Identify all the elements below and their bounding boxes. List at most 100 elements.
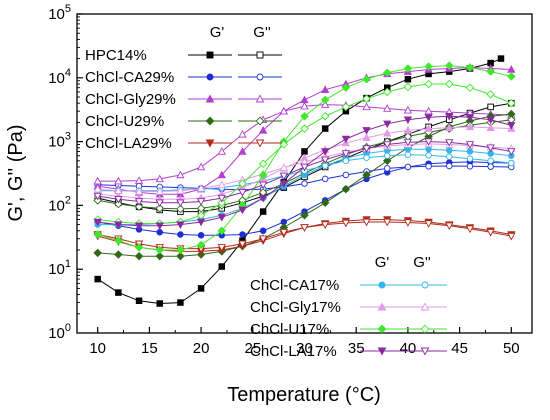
- data-point-triangle-down: [217, 244, 226, 252]
- data-point-diamond: [176, 204, 185, 214]
- data-point-triangle-down: [362, 145, 371, 153]
- data-point-diamond: [114, 199, 123, 209]
- data-point-diamond: [382, 87, 392, 97]
- data-point-triangle: [420, 302, 430, 311]
- data-point-triangle-down: [279, 172, 288, 181]
- legend-entry-label: ChCl-LA29%: [85, 135, 172, 152]
- data-point-circle: [508, 159, 515, 167]
- data-point-diamond: [258, 170, 268, 180]
- legend-entry-label: ChCl-U29%: [85, 113, 164, 130]
- data-point-triangle-down: [217, 214, 226, 222]
- legend-entry: ChCl-CA17%: [250, 277, 447, 294]
- data-point-triangle: [279, 163, 288, 171]
- data-point-diamond: [403, 82, 413, 92]
- data-point-circle: [425, 163, 432, 170]
- data-point-triangle: [238, 129, 247, 138]
- x-tick-label: 10: [89, 340, 106, 357]
- data-point-square: [197, 285, 205, 292]
- data-point-diamond: [445, 61, 454, 70]
- data-point-square: [256, 51, 264, 59]
- data-point-triangle-down: [465, 114, 475, 122]
- data-point-triangle-down: [93, 218, 102, 227]
- data-point-triangle: [465, 122, 475, 131]
- legend-entry-label: HPC14%: [85, 47, 147, 64]
- data-point-circle: [383, 152, 391, 160]
- data-point-triangle-down: [383, 218, 392, 227]
- y-axis-ticks: 100 101 102 103 104 105: [48, 3, 83, 342]
- x-tick-label: 45: [451, 340, 468, 357]
- data-point-square: [156, 300, 163, 307]
- data-point-triangle: [114, 176, 123, 185]
- data-point-circle: [177, 231, 184, 238]
- data-point-diamond: [134, 202, 144, 212]
- data-point-triangle-down: [255, 139, 265, 148]
- data-point-triangle-down: [238, 240, 247, 249]
- data-point-triangle-down: [321, 221, 330, 229]
- data-point-diamond: [93, 230, 102, 239]
- series-chcl-ca29--loss: [94, 162, 515, 194]
- data-point-triangle: [300, 101, 309, 110]
- data-point-triangle-down: [486, 116, 495, 125]
- legend-top-header-g2: G'': [253, 24, 271, 41]
- data-point-diamond: [320, 111, 330, 121]
- data-point-triangle-down: [321, 156, 330, 165]
- data-point-triangle: [217, 170, 226, 179]
- data-point-triangle-down: [507, 148, 516, 156]
- data-point-triangle-down: [238, 206, 247, 215]
- data-point-diamond: [93, 248, 102, 258]
- data-point-diamond: [341, 184, 351, 194]
- data-point-diamond: [486, 90, 495, 99]
- x-tick-label: 30: [296, 340, 313, 357]
- data-point-diamond: [300, 124, 309, 133]
- data-point-triangle-down: [403, 138, 413, 147]
- data-point-triangle: [196, 162, 206, 171]
- data-point-square: [218, 263, 226, 270]
- data-point-square: [487, 103, 494, 111]
- data-point-triangle-down: [258, 194, 268, 203]
- data-point-diamond: [420, 324, 430, 334]
- data-point-diamond: [176, 251, 185, 261]
- data-point-triangle-down: [196, 198, 206, 206]
- data-point-square: [94, 275, 101, 283]
- data-point-circle: [378, 281, 386, 289]
- data-point-triangle: [486, 123, 495, 131]
- data-point-triangle: [196, 184, 206, 192]
- data-point-square: [135, 297, 143, 305]
- data-point-diamond: [217, 226, 227, 236]
- data-point-diamond: [377, 324, 387, 334]
- data-point-diamond: [382, 156, 392, 166]
- legend-bottom-header-g1: G': [375, 254, 390, 271]
- data-point-diamond: [362, 74, 371, 84]
- data-point-triangle: [217, 147, 226, 155]
- data-point-diamond: [300, 111, 309, 121]
- legend-top: G' G'' HPC14% ChCl-CA29% ChCl-Gly29% ChCl-U…: [85, 24, 282, 152]
- data-point-triangle: [255, 94, 265, 103]
- data-point-diamond: [341, 83, 351, 92]
- legend-entry-label: ChCl-U17%: [250, 321, 329, 338]
- data-point-triangle: [362, 133, 371, 141]
- data-point-diamond: [403, 64, 413, 73]
- data-point-diamond: [465, 83, 475, 92]
- data-point-triangle-down: [258, 235, 268, 244]
- y-tick-label: 102: [48, 194, 71, 214]
- legend-entry: ChCl-Gly29%: [85, 91, 282, 108]
- data-point-diamond: [424, 79, 433, 89]
- data-point-diamond: [155, 251, 164, 261]
- data-point-triangle-down: [321, 148, 330, 156]
- legend-entry: HPC14%: [85, 47, 282, 64]
- data-point-circle: [446, 162, 453, 170]
- data-point-triangle-down: [279, 228, 288, 237]
- data-point-circle: [239, 231, 246, 238]
- data-point-circle: [321, 175, 329, 183]
- data-point-triangle: [155, 174, 164, 183]
- data-point-circle: [301, 180, 308, 187]
- data-point-diamond: [424, 62, 433, 71]
- data-point-triangle-down: [486, 228, 495, 237]
- data-point-diamond: [300, 211, 309, 220]
- data-point-diamond: [258, 159, 268, 168]
- data-point-triangle-down: [176, 199, 185, 208]
- data-point-triangle: [114, 186, 123, 194]
- data-point-triangle: [176, 186, 185, 194]
- legend-entry: ChCl-U17%: [250, 321, 447, 338]
